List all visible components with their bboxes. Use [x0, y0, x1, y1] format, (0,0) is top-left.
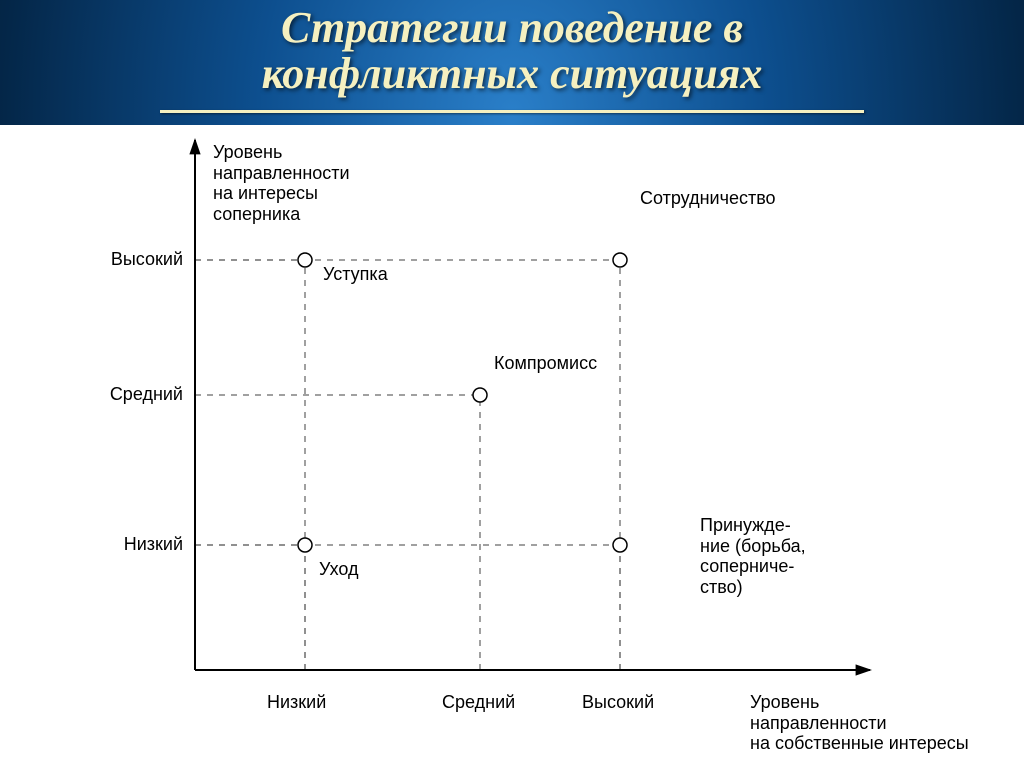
y-axis-title-line: направленности [213, 163, 350, 183]
x-axis-title: Уровеньнаправленностина собственные инте… [750, 692, 969, 754]
title-underline [160, 110, 864, 113]
y-tick-low: Низкий [124, 534, 183, 555]
marker-prinuzhdenie [613, 538, 627, 552]
y-axis-title: Уровеньнаправленностина интересысоперник… [213, 142, 350, 225]
marker-ustupka [298, 253, 312, 267]
x-tick-high: Высокий [582, 692, 654, 713]
x-axis-title-line: направленности [750, 713, 887, 733]
point-label-prinuzhdenie: Принужде-ние (борьба,соперниче-ство) [700, 515, 806, 598]
marker-sotrud [613, 253, 627, 267]
x-tick-low: Низкий [267, 692, 326, 713]
point-label-uhod-line: Уход [319, 559, 359, 579]
y-axis-title-line: на интересы [213, 183, 318, 203]
x-tick-mid: Средний [442, 692, 515, 713]
slide-title: Стратегии поведение в конфликтных ситуац… [0, 5, 1024, 97]
conflict-strategies-chart [0, 125, 1024, 767]
marker-kompromiss [473, 388, 487, 402]
y-axis-arrow [189, 138, 200, 154]
title-line-2: конфликтных ситуациях [262, 49, 763, 98]
point-label-ustupka: Уступка [323, 264, 388, 285]
point-label-prinuzhdenie-line: ние (борьба, [700, 536, 806, 556]
y-tick-mid: Средний [110, 384, 183, 405]
point-label-prinuzhdenie-line: Принужде- [700, 515, 791, 535]
point-label-prinuzhdenie-line: ство) [700, 577, 743, 597]
y-axis-title-line: Уровень [213, 142, 282, 162]
chart-panel: Уровеньнаправленностина интересысоперник… [0, 125, 1024, 767]
point-label-ustupka-line: Уступка [323, 264, 388, 284]
y-axis-title-line: соперника [213, 204, 300, 224]
point-label-kompromiss: Компромисс [494, 353, 597, 374]
point-label-sotrud: Сотрудничество [640, 188, 776, 209]
point-label-prinuzhdenie-line: соперниче- [700, 556, 794, 576]
point-label-sotrud-line: Сотрудничество [640, 188, 776, 208]
point-label-kompromiss-line: Компромисс [494, 353, 597, 373]
point-label-uhod: Уход [319, 559, 359, 580]
x-axis-title-line: на собственные интересы [750, 733, 969, 753]
x-axis-arrow [856, 664, 872, 675]
y-tick-high: Высокий [111, 249, 183, 270]
marker-uhod [298, 538, 312, 552]
title-line-1: Стратегии поведение в [281, 3, 743, 52]
slide: Стратегии поведение в конфликтных ситуац… [0, 0, 1024, 767]
x-axis-title-line: Уровень [750, 692, 819, 712]
